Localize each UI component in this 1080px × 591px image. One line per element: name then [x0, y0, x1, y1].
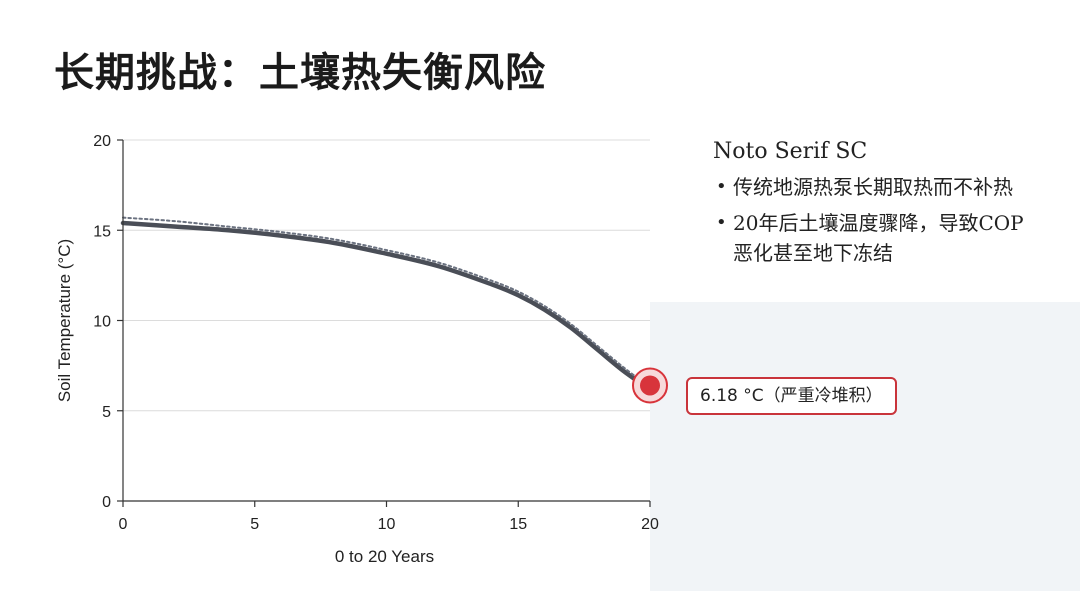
series-layer [120, 216, 653, 392]
x-tick-label: 10 [378, 516, 396, 533]
x-tick-label: 15 [509, 516, 527, 533]
sidebar-notes: Noto Serif SC • 传统地源热泵长期取热而不补热 • 20年后土壤温度骤… [713, 138, 1053, 274]
bullet-item: • 传统地源热泵长期取热而不补热 [713, 172, 1033, 202]
y-tick-label: 0 [102, 494, 111, 511]
y-axis-label: Soil Temperature (°C) [55, 239, 74, 402]
bullet-text: 传统地源热泵长期取热而不补热 [733, 175, 1013, 199]
y-tick-label: 10 [93, 314, 111, 331]
x-tick-label: 0 [119, 516, 128, 533]
y-tick-label: 20 [93, 133, 111, 150]
y-tick-label: 5 [102, 404, 111, 421]
series-line-solid [120, 220, 653, 392]
x-axis-label: 0 to 20 Years [335, 547, 434, 566]
grid-layer [123, 139, 650, 412]
bullet-dot-icon: • [716, 176, 727, 197]
series-line-dotted [122, 216, 651, 389]
highlight-point [640, 375, 660, 396]
bullet-dot-icon: • [716, 212, 727, 233]
bullet-text: 20年后土壤温度骤降，导致COP 恶化甚至地下冻结 [733, 211, 1024, 265]
y-tick-label: 15 [93, 223, 111, 240]
x-tick-label: 5 [250, 516, 259, 533]
slide-title: 长期挑战：土壤热失衡风险 [54, 50, 546, 96]
sidebar-heading: Noto Serif SC [713, 139, 868, 164]
bullet-list: • 传统地源热泵长期取热而不补热 • 20年后土壤温度骤降，导致COP 恶化甚至地下… [713, 172, 1053, 268]
x-tick-label: 20 [641, 516, 659, 533]
bullet-item: • 20年后土壤温度骤降，导致COP 恶化甚至地下冻结 [713, 208, 1033, 268]
plot-panel [0, 118, 650, 591]
annotation-callout: 6.18 °C（严重冷堆积） [686, 377, 897, 415]
highlight-layer [632, 367, 668, 404]
ticks-layer: 0 5 10 15 20 0 5 10 15 20 [93, 133, 659, 533]
